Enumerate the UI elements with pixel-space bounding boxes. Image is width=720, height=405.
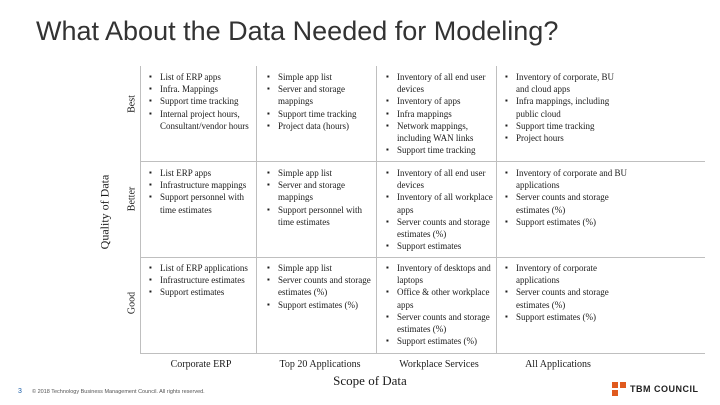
list-item: Server counts and storage estimates (%) — [266, 274, 374, 298]
grid-divider-better-good — [140, 257, 705, 258]
tbm-council-logo: TBM COUNCIL — [612, 382, 699, 396]
x-axis-label: Scope of Data — [333, 373, 407, 388]
list-item: Internal project hours, Consultant/vendo… — [148, 108, 254, 132]
list-item: Inventory of all end user devices — [385, 71, 495, 95]
cell-better-top20: Simple app list Server and storage mappi… — [266, 167, 374, 228]
list-item: Server counts and storage estimates (%) — [504, 191, 628, 215]
list-item: Inventory of corporate, BU and cloud app… — [504, 71, 628, 95]
list-item: Support estimates — [385, 240, 495, 252]
list-item: Simple app list — [266, 262, 374, 274]
list-item: Support estimates — [148, 286, 254, 298]
grid-divider-col2 — [376, 66, 377, 354]
y-axis-label: Quality of Data — [97, 174, 112, 250]
list-item: Server and storage mappings — [266, 83, 374, 107]
list-item: Support estimates (%) — [266, 299, 374, 311]
column-label-corporate-erp: Corporate ERP — [170, 359, 232, 370]
list-item: Inventory of all end user devices — [385, 167, 495, 191]
cell-best-workplace: Inventory of all end user devices Invent… — [385, 71, 495, 157]
list-item: Inventory of corporate applications — [504, 262, 628, 286]
list-item: Support time tracking — [504, 120, 628, 132]
cell-best-top20: Simple app list Server and storage mappi… — [266, 71, 374, 132]
row-label-good: Good — [126, 291, 138, 315]
cell-better-corporate-erp: List ERP apps Infrastructure mappings Su… — [148, 167, 254, 216]
list-item: Inventory of all workplace apps — [385, 191, 495, 215]
page-number: 3 — [18, 388, 22, 395]
row-label-better: Better — [126, 186, 138, 212]
cell-good-corporate-erp: List of ERP applications Infrastructure … — [148, 262, 254, 299]
page-title: What About the Data Needed for Modeling? — [36, 16, 559, 46]
cell-best-corporate-erp: List of ERP apps Infra. Mappings Support… — [148, 71, 254, 132]
list-item: Server counts and storage estimates (%) — [385, 311, 495, 335]
grid-left-border — [140, 66, 141, 354]
list-item: Support time tracking — [148, 95, 254, 107]
row-label-best: Best — [126, 95, 138, 113]
list-item: Support estimates (%) — [504, 311, 628, 323]
list-item: List ERP apps — [148, 167, 254, 179]
list-item: Project data (hours) — [266, 120, 374, 132]
grid-divider-col1 — [256, 66, 257, 354]
list-item: Support estimates (%) — [385, 335, 495, 347]
cell-good-workplace: Inventory of desktops and laptops Office… — [385, 262, 495, 348]
column-label-workplace: Workplace Services — [399, 359, 479, 370]
logo-mark-icon — [612, 382, 626, 396]
list-item: Infra mappings — [385, 108, 495, 120]
cell-better-workplace: Inventory of all end user devices Invent… — [385, 167, 495, 253]
column-label-all-apps: All Applications — [525, 359, 591, 370]
list-item: Infrastructure estimates — [148, 274, 254, 286]
grid-bottom-border — [140, 353, 705, 354]
copyright-notice: © 2018 Technology Business Management Co… — [32, 389, 205, 395]
list-item: Network mappings, including WAN links — [385, 120, 495, 144]
list-item: Inventory of desktops and laptops — [385, 262, 495, 286]
list-item: Support time tracking — [266, 108, 374, 120]
cell-good-all-apps: Inventory of corporate applications Serv… — [504, 262, 628, 323]
list-item: Infrastructure mappings — [148, 179, 254, 191]
list-item: List of ERP applications — [148, 262, 254, 274]
list-item: Server counts and storage estimates (%) — [504, 286, 628, 310]
cell-best-all-apps: Inventory of corporate, BU and cloud app… — [504, 71, 628, 144]
list-item: Inventory of apps — [385, 95, 495, 107]
grid-divider-col3 — [496, 66, 497, 354]
column-label-top20: Top 20 Applications — [279, 359, 361, 370]
grid-divider-best-better — [140, 161, 705, 162]
list-item: Inventory of corporate and BU applicatio… — [504, 167, 628, 191]
cell-good-top20: Simple app list Server counts and storag… — [266, 262, 374, 311]
list-item: Support personnel with time estimates — [148, 191, 254, 215]
logo-text: TBM COUNCIL — [630, 384, 699, 394]
list-item: Simple app list — [266, 71, 374, 83]
list-item: Support estimates (%) — [504, 216, 628, 228]
list-item: Server and storage mappings — [266, 179, 374, 203]
list-item: Infra. Mappings — [148, 83, 254, 95]
list-item: Simple app list — [266, 167, 374, 179]
list-item: Support time tracking — [385, 144, 495, 156]
cell-better-all-apps: Inventory of corporate and BU applicatio… — [504, 167, 628, 228]
list-item: Office & other workplace apps — [385, 286, 495, 310]
list-item: Infra mappings, including public cloud — [504, 95, 628, 119]
list-item: List of ERP apps — [148, 71, 254, 83]
list-item: Project hours — [504, 132, 628, 144]
list-item: Server counts and storage estimates (%) — [385, 216, 495, 240]
list-item: Support personnel with time estimates — [266, 204, 374, 228]
